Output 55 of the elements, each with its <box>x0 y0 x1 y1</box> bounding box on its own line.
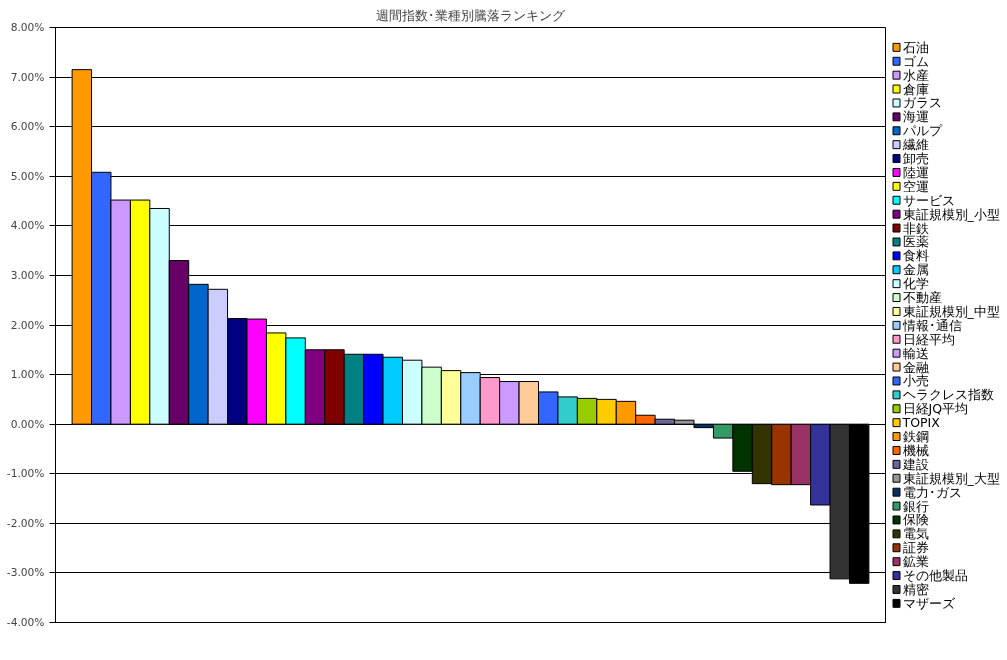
legend-label: 精密 <box>902 581 929 597</box>
chart-title: 週間指数･業種別騰落ランキング <box>376 7 566 23</box>
legend-label: 東証規模別_中型 <box>902 303 1000 319</box>
legend-label: 証券 <box>902 540 929 556</box>
y-tick-label: 6.00% <box>10 120 45 134</box>
y-tick-label: 0.00% <box>10 417 45 431</box>
y-tick-label: 4.00% <box>10 219 45 233</box>
legend-label: 陸運 <box>902 164 929 180</box>
legend-label: 石油 <box>902 39 929 55</box>
y-tick-label: 2.00% <box>10 318 45 332</box>
y-tick-label: -4.00% <box>6 616 45 629</box>
legend-label: 海運 <box>902 109 929 125</box>
y-tick-label: 1.00% <box>10 368 45 382</box>
legend-label: パルプ <box>901 123 943 139</box>
legend-label: 鉄鋼 <box>902 429 929 445</box>
legend-label: TOPIX <box>901 415 941 431</box>
legend-label: 空運 <box>902 178 929 194</box>
legend-label: サービス <box>902 192 955 208</box>
legend-label: 情報･通信 <box>901 317 962 333</box>
y-tick-label: -1.00% <box>6 467 45 481</box>
legend-label: 繊維 <box>901 137 929 153</box>
legend-label: ゴム <box>902 53 929 69</box>
y-tick-label: -3.00% <box>6 566 45 580</box>
legend-label: 小売 <box>902 373 929 389</box>
legend-label: 倉庫 <box>902 81 929 97</box>
legend-label: 非鉄 <box>902 220 929 236</box>
legend-label: 金融 <box>902 359 929 375</box>
y-tick-label: 8.00% <box>10 21 45 34</box>
legend-label: 食料 <box>902 248 929 264</box>
legend-label: ガラス <box>902 95 942 111</box>
legend-label: その他製品 <box>902 568 968 584</box>
legend-label: 電力･ガス <box>902 484 962 500</box>
legend-label: 建設 <box>901 456 929 472</box>
legend-label: 鉱業 <box>902 554 929 570</box>
y-tick-label: 3.00% <box>10 268 45 282</box>
legend-label: 機械 <box>902 442 929 458</box>
legend-label: 保険 <box>902 512 929 528</box>
y-tick-label: 7.00% <box>10 70 45 84</box>
legend-label: 銀行 <box>902 498 929 514</box>
y-tick-label: -2.00% <box>6 516 45 530</box>
legend-label: 医薬 <box>902 234 929 250</box>
legend-label: 卸売 <box>902 151 929 167</box>
legend-label: 東証規模別_小型 <box>902 206 1000 222</box>
legend-label: マザーズ <box>902 595 956 611</box>
legend-label: 東証規模別_大型 <box>902 470 1000 486</box>
legend-label: 日経平均 <box>902 331 955 347</box>
legend-label: ヘラクレス指数 <box>902 387 994 403</box>
y-tick-label: 5.00% <box>10 169 45 183</box>
legend-label: 水産 <box>902 67 929 83</box>
legend-label: 輸送 <box>902 345 929 361</box>
legend-label: 日経JQ平均 <box>902 401 969 417</box>
legend-label: 不動産 <box>902 290 942 306</box>
legend-label: 化学 <box>902 276 929 292</box>
legend-label: 電気 <box>902 526 929 542</box>
legend-label: 金属 <box>902 262 929 278</box>
